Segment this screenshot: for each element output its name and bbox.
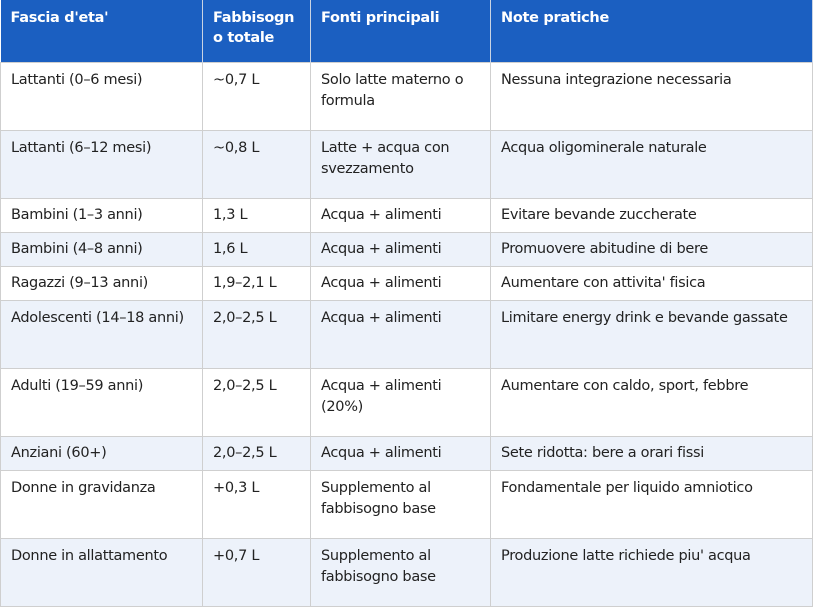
- table-cell: Lattanti (0–6 mesi): [0, 62, 203, 131]
- table-cell: Nessuna integrazione necessaria: [490, 62, 813, 131]
- table-cell: Aumentare con caldo, sport, febbre: [490, 368, 813, 437]
- table-body: Lattanti (0–6 mesi) ~0,7 L Solo latte mate…: [0, 62, 813, 607]
- table-row: Donne in allattamento +0,7 L Supplemento a…: [0, 538, 813, 607]
- column-header: Fascia d'eta': [0, 0, 203, 63]
- table-cell: Fondamentale per liquido amniotico: [490, 470, 813, 539]
- table-cell: 1,6 L: [202, 232, 311, 267]
- table-cell: Donne in allattamento: [0, 538, 203, 607]
- column-header: Note pratiche: [490, 0, 813, 63]
- table-cell: Acqua + alimenti: [310, 232, 491, 267]
- table-cell: Limitare energy drink e bevande gassate: [490, 300, 813, 369]
- table-row: Anziani (60+) 2,0–2,5 L Acqua + alimenti Se…: [0, 436, 813, 471]
- table-row: Donne in gravidanza +0,3 L Supplemento al …: [0, 470, 813, 539]
- table-cell: Acqua + alimenti (20%): [310, 368, 491, 437]
- table-cell: ~0,7 L: [202, 62, 311, 131]
- table-cell: Acqua + alimenti: [310, 266, 491, 301]
- table-cell: Solo latte materno o formula: [310, 62, 491, 131]
- table-cell: Bambini (1–3 anni): [0, 198, 203, 233]
- table-cell: Ragazzi (9–13 anni): [0, 266, 203, 301]
- table-cell: Sete ridotta: bere a orari fissi: [490, 436, 813, 471]
- table-cell: Donne in gravidanza: [0, 470, 203, 539]
- table-cell: Acqua + alimenti: [310, 300, 491, 369]
- table-cell: 2,0–2,5 L: [202, 436, 311, 471]
- column-header: Fonti principali: [310, 0, 491, 63]
- table-row: Bambini (1–3 anni) 1,3 L Acqua + alimenti E…: [0, 198, 813, 233]
- table-cell: Latte + acqua con svezzamento: [310, 130, 491, 199]
- table-row: Adolescenti (14–18 anni) 2,0–2,5 L Acqua +…: [0, 300, 813, 369]
- table-row: Lattanti (6–12 mesi) ~0,8 L Latte + acqua …: [0, 130, 813, 199]
- table-cell: Promuovere abitudine di bere: [490, 232, 813, 267]
- table-cell: 1,9–2,1 L: [202, 266, 311, 301]
- table-cell: +0,3 L: [202, 470, 311, 539]
- table-row: Ragazzi (9–13 anni) 1,9–2,1 L Acqua + alim…: [0, 266, 813, 301]
- table-cell: Evitare bevande zuccherate: [490, 198, 813, 233]
- table-cell: Supplemento al fabbisogno base: [310, 470, 491, 539]
- table-row: Adulti (19–59 anni) 2,0–2,5 L Acqua + alim…: [0, 368, 813, 437]
- table-cell: ~0,8 L: [202, 130, 311, 199]
- table-cell: Produzione latte richiede piu' acqua: [490, 538, 813, 607]
- table-cell: Adolescenti (14–18 anni): [0, 300, 203, 369]
- column-header: Fabbisogno totale: [202, 0, 311, 63]
- table-cell: +0,7 L: [202, 538, 311, 607]
- table-cell: 2,0–2,5 L: [202, 368, 311, 437]
- table-cell: 2,0–2,5 L: [202, 300, 311, 369]
- table-cell: Adulti (19–59 anni): [0, 368, 203, 437]
- table-cell: Aumentare con attivita' fisica: [490, 266, 813, 301]
- table-row: Lattanti (0–6 mesi) ~0,7 L Solo latte mate…: [0, 62, 813, 131]
- table-cell: Bambini (4–8 anni): [0, 232, 203, 267]
- table-cell: Acqua + alimenti: [310, 198, 491, 233]
- table-cell: Anziani (60+): [0, 436, 203, 471]
- table-cell: 1,3 L: [202, 198, 311, 233]
- table-cell: Acqua + alimenti: [310, 436, 491, 471]
- table-cell: Lattanti (6–12 mesi): [0, 130, 203, 199]
- table-cell: Acqua oligominerale naturale: [490, 130, 813, 199]
- table-row: Bambini (4–8 anni) 1,6 L Acqua + alimenti P…: [0, 232, 813, 267]
- table-cell: Supplemento al fabbisogno base: [310, 538, 491, 607]
- header-row: Fascia d'eta' Fabbisogno totale Fonti prin…: [0, 0, 813, 63]
